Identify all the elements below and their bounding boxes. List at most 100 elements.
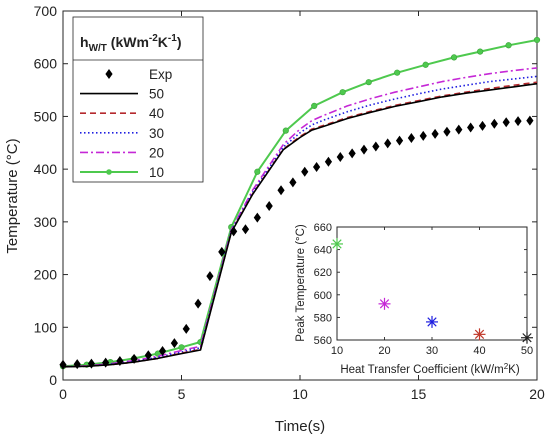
- inset-point-asterisk: [473, 328, 486, 341]
- series-exp-point: [59, 359, 67, 370]
- series-exp-point: [419, 130, 427, 141]
- inset-point-asterisk-stroke: [522, 333, 532, 343]
- series-exp-point: [384, 138, 392, 149]
- y-axis-label: Temperature (°C): [4, 138, 21, 253]
- y-tick-label: 600: [34, 56, 58, 72]
- inset-tick-group: 10 20 30 40 50 560 580 600 620 640 660: [314, 222, 533, 357]
- inset-xlabel-sup: 2: [504, 362, 509, 371]
- x-tick-label: 0: [59, 386, 67, 402]
- series-exp-point: [312, 162, 321, 173]
- inset-y-tick-label: 560: [314, 335, 332, 347]
- series-exp-point: [395, 135, 404, 146]
- series-exp-point: [455, 124, 463, 135]
- inset-point-asterisk-stroke: [332, 239, 342, 249]
- y-tick-label: 100: [34, 319, 58, 335]
- series-exp-point: [324, 156, 333, 167]
- y-tick-label: 400: [34, 161, 58, 177]
- series-exp-point: [348, 148, 356, 159]
- series-exp-point: [443, 126, 451, 137]
- inset-x-tick-label: 50: [521, 345, 533, 357]
- series-10-point: [422, 61, 429, 68]
- inset-x-tick-label: 30: [426, 345, 438, 357]
- legend-title-close: ): [177, 34, 182, 50]
- inset-point-asterisk: [378, 297, 391, 310]
- legend-10-label: 10: [149, 165, 164, 180]
- y-tick-label: 200: [34, 267, 58, 283]
- legend-exp-marker: [105, 69, 113, 79]
- series-exp-point: [230, 226, 238, 237]
- series-50-line: [62, 82, 538, 368]
- series-exp-point: [467, 122, 475, 133]
- series-exp-point: [502, 117, 510, 128]
- legend-50-label: 50: [149, 87, 164, 102]
- legend-10-marker: [106, 169, 112, 175]
- series-exp-point: [277, 185, 285, 196]
- series-exp-point: [431, 128, 439, 139]
- inset-point-asterisk: [521, 331, 533, 344]
- x-tick-label: 5: [178, 386, 186, 402]
- inset-y-tick-label: 640: [314, 245, 332, 257]
- series-exp-point: [253, 212, 261, 223]
- legend: hW/T (kWm-2K-1) Exp 50 40 30 20 10: [72, 16, 204, 183]
- legend-box: [72, 16, 204, 183]
- inset-x-tick-label: 20: [378, 345, 390, 357]
- series-10-point: [505, 42, 512, 49]
- main-series-group: [59, 36, 541, 370]
- series-exp-point: [206, 271, 214, 282]
- inset-x-tick-label: 40: [473, 345, 485, 357]
- series-10-point: [450, 54, 458, 61]
- series-10-point: [365, 79, 372, 86]
- inset-x-tick-label: 10: [331, 345, 343, 357]
- legend-title: hW/T (kWm-2K-1): [80, 33, 182, 54]
- legend-30-label: 30: [149, 126, 164, 141]
- series-exp-point: [336, 152, 344, 163]
- series-10-point: [178, 344, 185, 351]
- series-exp-point: [372, 141, 380, 152]
- inset-point-asterisk: [426, 315, 438, 328]
- series-exp-point: [102, 357, 110, 368]
- inset-point-group: [331, 237, 533, 344]
- x-tick-label: 10: [292, 386, 308, 402]
- inset-y-tick-label: 580: [314, 312, 332, 324]
- series-10-point: [339, 89, 346, 96]
- series-exp-point: [182, 323, 190, 334]
- legend-title-k: K: [158, 34, 168, 50]
- inset-point-asterisk: [331, 237, 343, 250]
- legend-title-exp2: -1: [168, 33, 177, 44]
- series-exp-point: [116, 356, 124, 367]
- series-exp-point: [130, 353, 138, 364]
- x-tick-label: 15: [411, 386, 427, 402]
- legend-title-h: h: [80, 34, 89, 50]
- series-exp-point: [301, 166, 309, 177]
- legend-title-sub: W/T: [89, 43, 107, 54]
- inset-point-asterisk-stroke: [474, 329, 485, 340]
- series-10-point: [477, 48, 484, 55]
- series-exp-point: [514, 116, 522, 127]
- series-exp-point: [478, 120, 487, 131]
- series-exp-point: [170, 338, 178, 349]
- x-tick-label: 20: [529, 386, 545, 402]
- series-exp-point: [241, 224, 250, 235]
- inset-xlabel-tail: K): [508, 364, 520, 376]
- inset-chart: 10 20 30 40 50 560 580 600 620 640 660 Heat Transf…: [295, 222, 533, 376]
- series-10-point: [394, 69, 401, 76]
- inset-point-asterisk-stroke: [379, 299, 390, 309]
- inset-x-axis-label: Heat Transfer Coefficient (kW/m2K): [340, 362, 520, 376]
- series-20-line: [62, 67, 538, 368]
- series-exp-point: [407, 133, 415, 144]
- series-exp-point: [158, 346, 167, 357]
- series-exp-point: [144, 350, 152, 361]
- legend-title-unit: (kWm: [107, 34, 149, 50]
- series-exp-point: [194, 298, 202, 309]
- x-axis-label: Time(s): [275, 418, 325, 435]
- legend-exp-label: Exp: [149, 67, 172, 82]
- legend-title-exp1: -2: [149, 33, 158, 44]
- series-exp-point: [490, 118, 498, 129]
- inset-y-axis-label: Peak Temperature (°C): [295, 224, 307, 342]
- legend-items: Exp 50 40 30 20 10: [80, 67, 172, 180]
- y-tick-label: 700: [34, 3, 58, 19]
- series-10-point: [533, 36, 541, 44]
- legend-20-label: 20: [149, 145, 164, 160]
